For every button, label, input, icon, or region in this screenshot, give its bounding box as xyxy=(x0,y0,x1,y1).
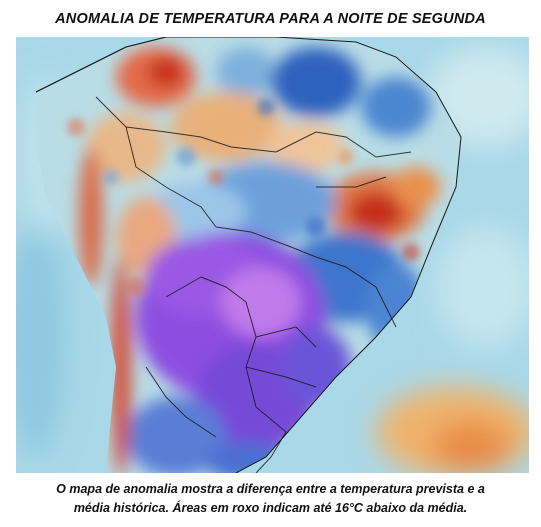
map-title: ANOMALIA DE TEMPERATURA PARA A NOITE DE … xyxy=(55,11,486,27)
caption-line-2: média histórica. Áreas em roxo indicam a… xyxy=(73,501,468,515)
land-area xyxy=(36,37,461,473)
map-caption: O mapa de anomalia mostra a diferença en… xyxy=(8,480,533,518)
caption-line-1: O mapa de anomalia mostra a diferença en… xyxy=(56,482,485,496)
map-graphic xyxy=(16,37,529,473)
coastline xyxy=(35,37,462,473)
anomaly-map xyxy=(16,37,529,473)
